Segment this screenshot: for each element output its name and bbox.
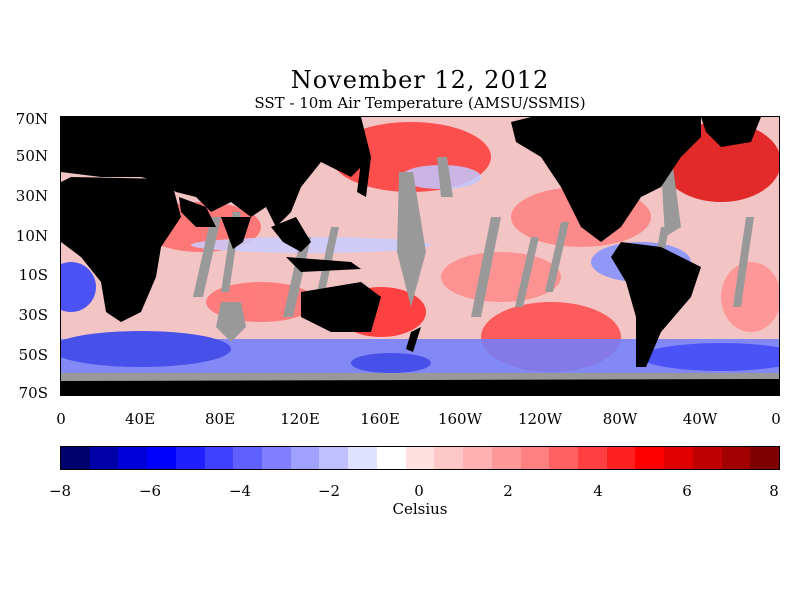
lat-label-30n: 30N <box>15 187 48 205</box>
colorbar-segment <box>635 447 665 469</box>
colorbar-segment <box>89 447 119 469</box>
colorbar-segment <box>175 447 205 469</box>
colorbar-tick-4: 4 <box>593 482 603 500</box>
colorbar-segment <box>405 447 435 469</box>
colorbar-segment <box>549 447 578 469</box>
lon-label-0-east: 0 <box>771 410 781 428</box>
land-masses <box>61 117 779 395</box>
colorbar-segment <box>664 447 693 469</box>
lon-label-160e: 160E <box>360 410 400 428</box>
colorbar-segment <box>692 447 722 469</box>
lon-label-40e: 40E <box>124 410 156 428</box>
lon-label-40w: 40W <box>682 410 718 428</box>
colorbar-tick-minus-8: −8 <box>48 482 72 500</box>
lat-label-10s: 10S <box>18 266 48 284</box>
colorbar <box>60 446 780 470</box>
lat-label-50s: 50S <box>18 346 48 364</box>
colorbar-segment <box>233 447 263 469</box>
colorbar-segment <box>348 447 377 469</box>
colorbar-tick-minus-2: −2 <box>317 482 341 500</box>
lon-label-120e: 120E <box>280 410 320 428</box>
colorbar-segment <box>721 447 751 469</box>
colorbar-unit-label: Celsius <box>392 500 448 518</box>
map-canvas <box>61 117 779 395</box>
sst-anomaly-map <box>60 116 780 396</box>
colorbar-segment <box>577 447 607 469</box>
colorbar-segment <box>147 447 176 469</box>
lat-label-30s: 30S <box>18 306 48 324</box>
colorbar-segment <box>463 447 492 469</box>
lon-label-120w: 120W <box>517 410 563 428</box>
colorbar-segment <box>520 447 550 469</box>
colorbar-segment <box>319 447 349 469</box>
colorbar-segment <box>606 447 636 469</box>
colorbar-segment <box>262 447 291 469</box>
lat-label-70s: 70S <box>18 384 48 402</box>
colorbar-tick-8: 8 <box>769 482 779 500</box>
colorbar-tick-minus-4: −4 <box>228 482 252 500</box>
lon-label-160w: 160W <box>437 410 483 428</box>
colorbar-segment <box>204 447 234 469</box>
colorbar-segment <box>491 447 521 469</box>
lat-label-10n: 10N <box>15 227 48 245</box>
colorbar-tick-6: 6 <box>682 482 692 500</box>
lon-label-80w: 80W <box>602 410 638 428</box>
lon-label-80e: 80E <box>204 410 236 428</box>
colorbar-tick-2: 2 <box>503 482 513 500</box>
lat-label-50n: 50N <box>15 147 48 165</box>
colorbar-tick-0: 0 <box>414 482 424 500</box>
map-subtitle: SST - 10m Air Temperature (AMSU/SSMIS) <box>254 94 586 112</box>
colorbar-tick-minus-6: −6 <box>138 482 162 500</box>
colorbar-segment <box>61 447 90 469</box>
colorbar-segment <box>118 447 148 469</box>
colorbar-segment <box>750 447 779 469</box>
map-title: November 12, 2012 <box>290 66 550 94</box>
lon-label-0: 0 <box>56 410 66 428</box>
lat-label-70n: 70N <box>15 110 48 128</box>
colorbar-segment <box>376 447 406 469</box>
colorbar-segment <box>290 447 320 469</box>
colorbar-segment <box>434 447 464 469</box>
